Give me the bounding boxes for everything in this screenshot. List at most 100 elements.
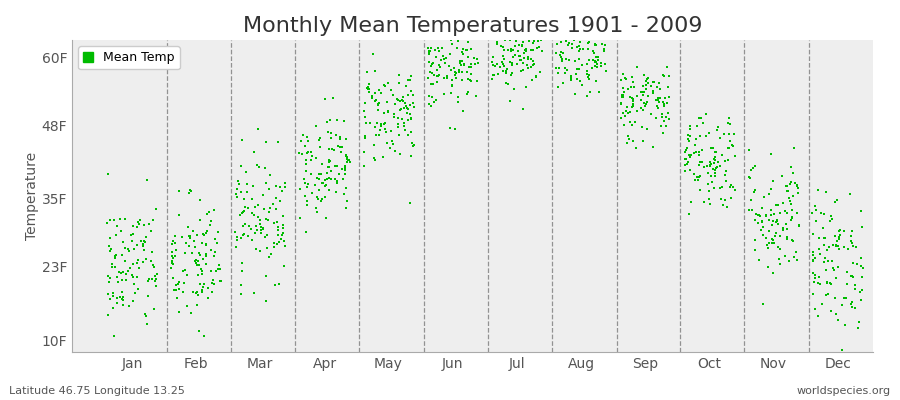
Point [742,206,756,213]
Point [315,196,329,202]
Point [508,42,522,49]
Point [626,78,640,85]
Point [761,217,776,224]
Point [315,161,329,167]
Point [691,152,706,158]
Point [828,295,842,301]
Point [824,213,838,220]
Point [458,46,473,53]
Point [195,288,210,295]
Point [645,144,660,150]
Point [393,106,408,112]
Point [299,229,313,236]
Point [662,116,676,122]
Point [496,53,510,59]
Point [786,207,800,213]
Point [521,54,535,61]
Point [578,16,592,23]
Point [680,159,695,166]
Point [490,40,504,46]
Point [562,56,576,63]
Point [392,132,406,138]
Point [788,180,803,186]
Text: worldspecies.org: worldspecies.org [796,386,891,396]
Point [136,241,150,247]
Point [849,244,863,250]
Point [447,126,462,132]
Point [707,170,722,176]
Point [170,295,184,302]
Point [149,271,164,277]
Point [293,138,308,144]
Point [449,70,464,76]
Point [789,183,804,190]
Point [499,68,513,74]
Point [407,104,421,110]
Point [582,57,597,64]
Point [812,235,826,241]
Point [437,56,452,62]
Point [443,51,457,57]
Point [427,60,441,66]
Point [431,62,446,68]
Point [248,246,263,252]
Point [189,257,203,263]
Point [397,105,411,112]
Point [713,163,727,169]
Point [137,222,151,229]
Point [597,23,611,30]
Point [522,38,536,44]
Point [723,184,737,190]
Point [445,81,459,88]
Point [553,52,567,58]
Point [320,214,334,221]
Point [191,272,205,278]
Point [375,154,390,160]
Point [197,333,211,340]
Point [105,290,120,296]
Point [241,223,256,229]
Point [124,272,139,278]
Point [703,200,717,207]
Point [363,120,377,126]
Point [315,180,329,186]
Point [824,280,839,287]
Point [304,156,319,163]
Point [427,72,441,78]
Point [755,205,770,212]
Point [204,217,219,224]
Point [844,238,859,244]
Point [490,39,504,45]
Point [518,47,532,53]
Point [118,258,132,264]
Point [820,247,834,254]
Point [817,254,832,261]
Point [516,34,530,40]
Point [114,296,129,302]
Point [258,272,273,279]
Point [650,97,664,103]
Point [146,217,160,223]
Point [471,60,485,66]
Point [187,238,202,244]
Point [637,103,652,110]
Point [233,282,248,288]
Point [392,97,406,103]
Point [404,116,419,123]
Point [339,156,354,163]
Point [575,17,590,24]
Point [809,217,824,224]
Point [338,153,353,159]
Point [814,301,829,307]
Point [229,244,243,250]
Point [143,228,157,234]
Point [180,272,194,278]
Point [707,159,722,166]
Point [421,50,436,57]
Point [109,252,123,258]
Point [454,62,468,68]
Point [806,249,820,255]
Point [615,94,629,100]
Point [597,46,611,52]
Point [502,59,517,65]
